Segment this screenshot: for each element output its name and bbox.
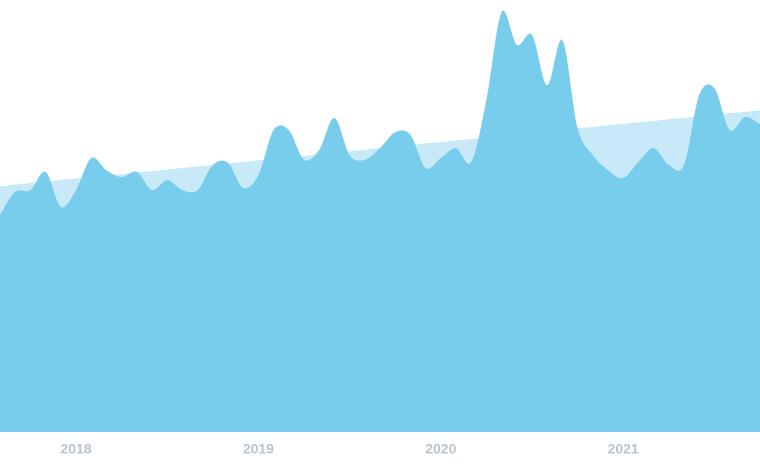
area: [0, 10, 760, 433]
x-tick-label: 2021: [608, 441, 639, 457]
x-tick-label: 2018: [60, 441, 91, 457]
x-tick-label: 2019: [243, 441, 274, 457]
x-tick-label: 2020: [425, 441, 456, 457]
